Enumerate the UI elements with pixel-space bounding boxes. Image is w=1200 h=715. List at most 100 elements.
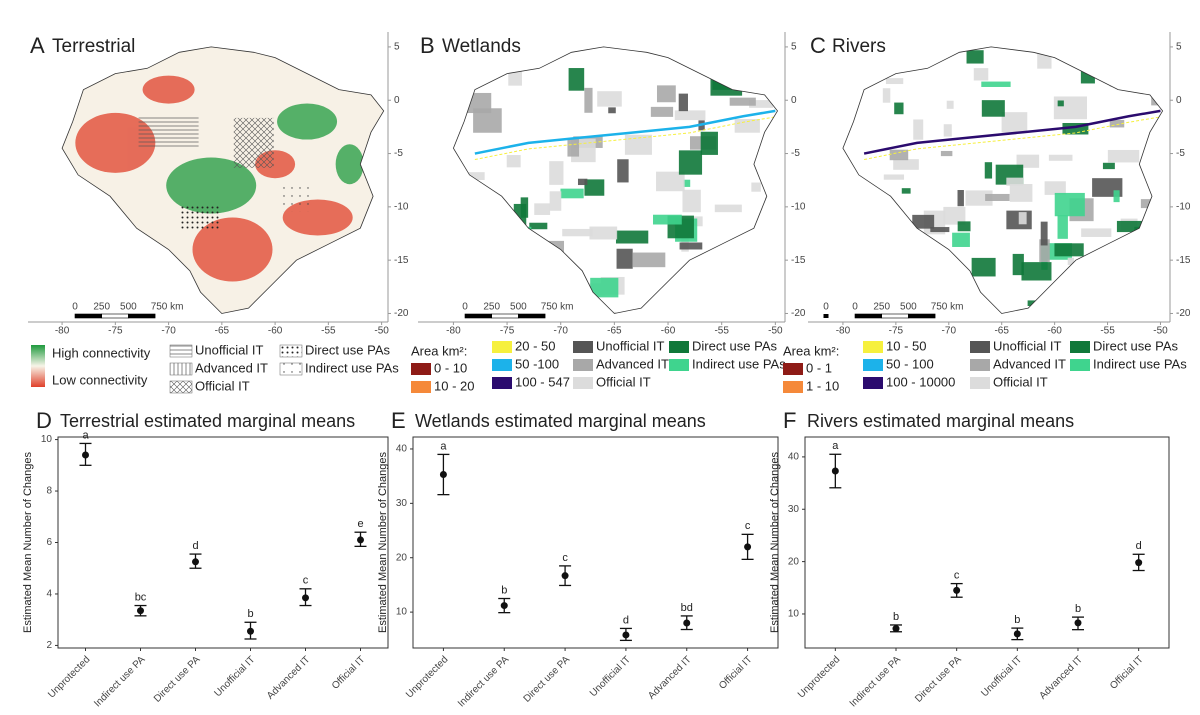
- scale-bar: [881, 313, 909, 319]
- land-patch: [577, 178, 588, 186]
- land-patch: [718, 290, 750, 310]
- legend-label: 100 - 10000: [886, 374, 955, 389]
- land-patch: [1155, 173, 1163, 190]
- land-patch: [894, 272, 920, 294]
- land-patch: [729, 97, 756, 106]
- land-patch: [608, 107, 616, 114]
- land-patch: [533, 240, 565, 254]
- group-letter: c: [303, 575, 309, 587]
- land-patch: [1114, 286, 1142, 303]
- x-tick-label: -65: [607, 326, 622, 337]
- scale-label: 500: [510, 302, 527, 313]
- scale-label: 0: [852, 302, 858, 313]
- land-patch: [957, 190, 964, 207]
- land-patch: [901, 270, 917, 296]
- land-patch: [1053, 96, 1087, 120]
- legend-swatch: [863, 341, 883, 353]
- legend-label: Advanced IT: [596, 356, 669, 371]
- land-patch: [679, 242, 703, 250]
- land-patch: [749, 47, 760, 61]
- x-tick-label: Indirect use PA: [92, 654, 147, 709]
- group-letter: e: [357, 518, 363, 530]
- land-patch: [763, 236, 778, 258]
- connectivity-blob: [277, 103, 338, 140]
- legend-swatch: [970, 377, 990, 389]
- land-patch: [1081, 228, 1112, 237]
- y-tick-label: 30: [396, 498, 408, 509]
- land-patch: [678, 93, 688, 112]
- land-patch: [678, 150, 703, 175]
- legend-label: 10 - 20: [434, 378, 474, 393]
- group-letter: b: [1014, 614, 1020, 626]
- scale-label: 750 km: [541, 302, 574, 313]
- map-area: [842, 46, 1163, 314]
- scale-mark: [823, 314, 829, 318]
- land-patch: [885, 78, 904, 85]
- legend-label: Indirect use PAs: [692, 356, 786, 371]
- legend-swatch: [863, 377, 883, 389]
- legend-swatch: [970, 359, 990, 371]
- x-tick-label: -60: [661, 326, 676, 337]
- x-tick-label: -55: [321, 326, 336, 337]
- plot-frame: [412, 436, 779, 649]
- y-axis-label: Estimated Mean Number of Changes: [769, 452, 781, 633]
- land-patch: [985, 193, 1010, 201]
- group-letter: c: [562, 552, 568, 564]
- chart-title: Terrestrial estimated marginal means: [60, 411, 355, 431]
- legend-label: Low connectivity: [52, 372, 148, 387]
- y-tick-label: 20: [396, 552, 408, 563]
- mean-point: [683, 619, 691, 627]
- land-patch: [940, 150, 953, 157]
- land-patch: [758, 301, 767, 308]
- land-patch: [597, 91, 622, 107]
- legend-swatch: [573, 359, 593, 371]
- y-tick-label: 2: [46, 640, 52, 651]
- land-patch: [893, 159, 919, 170]
- land-patch: [676, 286, 688, 296]
- y-tick-label: 6: [46, 537, 52, 548]
- land-patch: [590, 277, 619, 298]
- land-patch: [560, 188, 584, 199]
- scale-bar: [518, 313, 546, 319]
- mean-point: [1013, 630, 1021, 638]
- land-patch: [1039, 239, 1050, 263]
- land-patch: [957, 221, 971, 232]
- scale-label: 0: [823, 302, 829, 313]
- group-letter: a: [82, 429, 89, 441]
- land-patch: [656, 85, 676, 103]
- x-tick-label: Unofficial IT: [588, 654, 633, 699]
- legend-swatch: [169, 362, 193, 376]
- legend-label: Advanced IT: [195, 360, 268, 375]
- land-patch: [771, 163, 778, 188]
- territory-hatch: [180, 205, 221, 231]
- land-patch: [889, 149, 909, 161]
- y-tick-label: -15: [791, 255, 806, 266]
- land-patch: [1057, 215, 1068, 239]
- land-patch: [1057, 100, 1064, 107]
- land-patch: [1016, 154, 1040, 168]
- mean-point: [1135, 559, 1143, 567]
- y-tick-label: 20: [788, 556, 800, 567]
- legend-swatch: [169, 344, 193, 358]
- land-patch: [930, 227, 950, 233]
- legend-swatch: [279, 362, 303, 376]
- legend-swatch: [279, 344, 303, 358]
- x-tick-label: Unprotected: [404, 654, 450, 700]
- land-patch: [632, 252, 666, 268]
- group-letter: bc: [135, 591, 147, 603]
- legend-swatch: [411, 381, 431, 393]
- legend-swatch: [411, 363, 431, 375]
- y-tick-label: 5: [1176, 42, 1182, 53]
- legend-label: 0 - 10: [434, 360, 467, 375]
- legend-swatch: [492, 359, 512, 371]
- group-letter: a: [440, 440, 447, 452]
- land-patch: [461, 250, 485, 270]
- legend-label: Direct use PAs: [305, 342, 391, 357]
- legend-label: Indirect use PAs: [305, 360, 399, 375]
- scale-bar: [854, 313, 883, 319]
- land-patch: [763, 260, 778, 277]
- legend-label: 100 - 547: [515, 374, 570, 389]
- land-patch: [877, 239, 903, 259]
- y-tick-label: 0: [1176, 95, 1182, 106]
- land-patch: [470, 231, 488, 252]
